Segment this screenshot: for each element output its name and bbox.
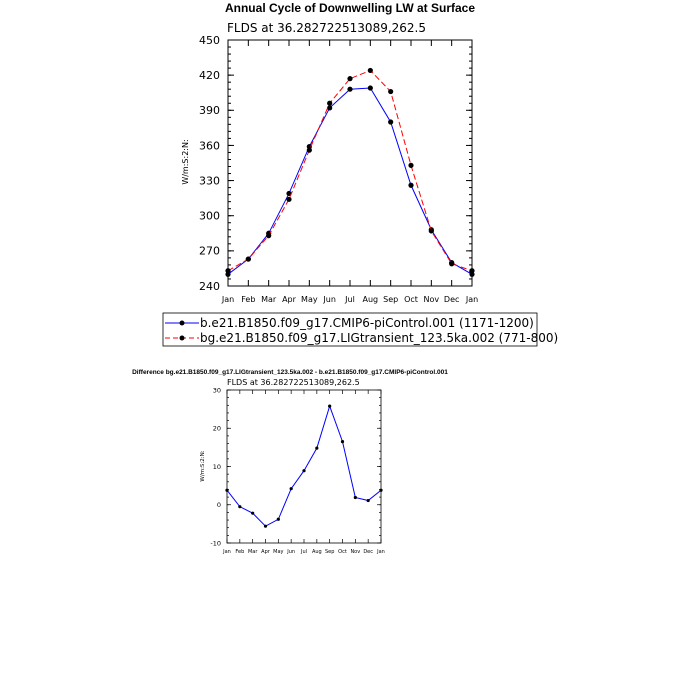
chart1-series-line-0 [227, 87, 473, 275]
chart1-xtick-label: Feb [241, 295, 255, 304]
chart2-xtick-label: Feb [235, 549, 244, 555]
chart1-point [347, 76, 353, 82]
chart2-xtick-label: Jan [222, 549, 231, 555]
chart1-series [225, 67, 475, 277]
chart1-xtick-label: Jul [344, 295, 355, 304]
chart2-ylabel: W/m:S:2:N: [200, 450, 206, 481]
chart2-xtick-label: Apr [261, 549, 271, 555]
annual-cycle-chart: Annual Cycle of Downwelling LW at Surfac… [181, 1, 478, 304]
chart2-subtitle: FLDS at 36.282722513089,262.5 [227, 378, 360, 387]
chart1-ytick-label: 330 [199, 174, 220, 187]
chart1-point [327, 105, 333, 111]
chart2-ytick-label: 20 [213, 425, 221, 433]
chart1-ytick-label: 300 [199, 210, 220, 223]
chart1-point [449, 261, 455, 267]
chart2-ytick-label: 0 [217, 501, 221, 509]
chart1-subtitle: FLDS at 36.282722513089,262.5 [227, 21, 426, 35]
chart1-point [286, 196, 292, 202]
chart2-xtick-label: Jul [300, 549, 307, 555]
chart2-ytick-label: -10 [210, 539, 221, 547]
chart2-axes: -10 0 10 20 30 Jan Feb Mar Apr May Jun Jul Aug Sep Oct… [210, 386, 384, 555]
chart1-series-line-1 [227, 69, 473, 272]
chart1-ytick-label: 240 [199, 280, 220, 293]
chart2-point [238, 505, 242, 509]
chart2-xtick-label: Mar [248, 549, 258, 555]
chart2-xtick-label: Jun [286, 549, 295, 555]
chart1-title: Annual Cycle of Downwelling LW at Surfac… [225, 1, 475, 15]
chart1-xtick-label: Apr [282, 295, 297, 304]
chart1-ytick-label: 390 [199, 104, 220, 117]
legend-marker-control [179, 320, 185, 326]
legend-marker-lig [179, 335, 185, 341]
chart1-xtick-label: Nov [424, 295, 440, 304]
chart1-xtick-label: Aug [363, 295, 379, 304]
chart2-point [340, 440, 345, 444]
legend-box [162, 312, 538, 347]
chart2-ytick-label: 30 [213, 386, 221, 394]
legend-label-control: b.e21.B1850.f09_g17.CMIP6-piControl.001 … [200, 316, 534, 330]
chart1-point [408, 162, 414, 168]
chart2-xtick-label: Dec [363, 549, 373, 555]
chart1-point [428, 228, 434, 234]
chart2-xtick-label: Nov [350, 549, 360, 555]
chart2-point [366, 498, 370, 503]
chart1-ytick-label: 360 [199, 139, 220, 152]
chart1-point [388, 88, 394, 95]
chart1-point [286, 190, 292, 197]
chart1-ytick-label: 270 [199, 245, 220, 258]
chart2-xtick-label: Jan [376, 549, 385, 555]
chart2-title: Difference bg.e21.B1850.f09_g17.LIGtrans… [132, 369, 448, 376]
chart2-point [289, 487, 293, 491]
chart1-point [347, 86, 353, 92]
chart2-point [302, 469, 306, 473]
chart1-legend: b.e21.B1850.f09_g17.CMIP6-piControl.001 … [162, 312, 558, 347]
chart1-xtick-label: Jan [221, 295, 234, 304]
chart1-xtick-label: Dec [444, 295, 459, 304]
chart2-series-line-0 [226, 404, 382, 527]
chart1-point [266, 233, 272, 239]
chart1-ylabel: W/m:S:2:N: [181, 139, 190, 184]
difference-chart: Difference bg.e21.B1850.f09_g17.LIGtrans… [132, 369, 448, 555]
chart1-ytick-label: 450 [199, 34, 220, 47]
chart1-xtick-label: Jan [465, 295, 478, 304]
chart2-point [353, 495, 357, 500]
chart1-point [225, 268, 231, 274]
chart1-ytick-label: 420 [199, 69, 220, 82]
chart1-xtick-label: May [301, 295, 318, 304]
chart1-xtick-label: Mar [261, 295, 277, 304]
chart2-point [379, 488, 383, 492]
chart2-ytick-label: 10 [213, 463, 221, 471]
chart1-point [327, 100, 333, 106]
legend-label-lig: bg.e21.B1850.f09_g17.LIGtransient_123.5k… [200, 331, 558, 345]
chart1-xtick-label: Oct [404, 295, 418, 304]
chart2-point [225, 488, 229, 492]
chart1-xtick-label: Jun [322, 295, 336, 304]
chart2-point [251, 511, 255, 515]
chart1-point [367, 85, 373, 91]
chart1-point [306, 147, 312, 153]
chart2-series [225, 404, 383, 528]
chart1-point [408, 182, 414, 188]
chart2-point [263, 524, 268, 528]
chart2-point [315, 446, 319, 450]
chart2-xtick-label: Sep [325, 549, 334, 555]
chart1-point [245, 256, 251, 262]
chart2-point [276, 517, 280, 521]
chart2-xtick-label: Oct [338, 549, 347, 555]
chart1-xtick-label: Sep [383, 295, 398, 304]
chart1-point [388, 119, 394, 125]
chart2-point [328, 404, 332, 408]
chart2-xtick-label: Aug [312, 549, 322, 555]
chart1-point [367, 67, 373, 74]
chart2-plot-frame [226, 389, 382, 544]
chart2-xtick-label: May [273, 549, 283, 555]
chart1-point [469, 268, 475, 274]
chart1-axes: 240 270 300 330 360 390 420 450 Jan Feb Mar Apr May J… [199, 34, 478, 304]
